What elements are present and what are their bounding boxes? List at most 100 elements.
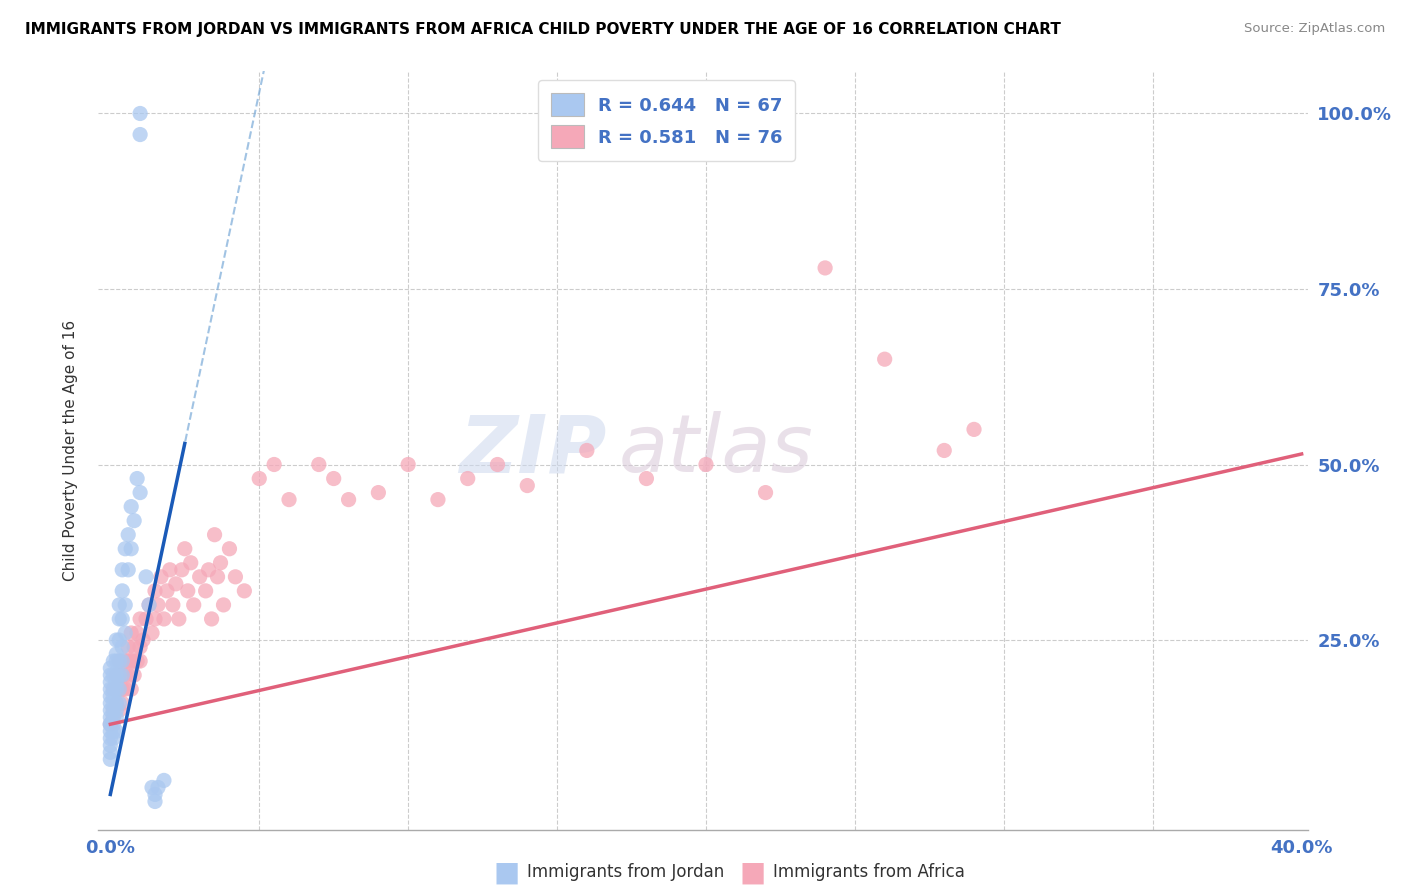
Point (117, 654, 139, 668)
Point (98, 689, 121, 703)
Point (98, 724, 121, 739)
Point (143, 583, 166, 598)
Point (129, 640, 152, 654)
Point (108, 682, 131, 697)
Point (98, 696, 121, 710)
Point (129, 612, 152, 626)
Point (162, 598, 184, 612)
Point (141, 626, 163, 640)
Point (103, 682, 125, 697)
Point (153, 773, 176, 788)
Point (143, 795, 166, 809)
Point (143, 612, 166, 626)
Point (114, 668, 136, 682)
Point (108, 696, 131, 710)
Point (278, 492, 301, 507)
Point (516, 478, 538, 492)
Text: Source: ZipAtlas.com: Source: ZipAtlas.com (1244, 22, 1385, 36)
Point (127, 626, 149, 640)
Point (111, 682, 134, 697)
Point (224, 570, 246, 584)
Point (120, 541, 142, 556)
Point (322, 471, 344, 485)
Point (212, 598, 235, 612)
Point (105, 710, 128, 724)
Point (98, 661, 121, 675)
Point (457, 471, 479, 485)
Point (105, 703, 128, 717)
Point (156, 583, 179, 598)
Text: IMMIGRANTS FROM JORDAN VS IMMIGRANTS FROM AFRICA CHILD POVERTY UNDER THE AGE OF : IMMIGRANTS FROM JORDAN VS IMMIGRANTS FRO… (25, 22, 1062, 37)
Point (111, 668, 134, 682)
Point (122, 514, 145, 528)
Point (127, 471, 149, 485)
Point (117, 527, 139, 541)
Point (98, 717, 121, 731)
Point (108, 668, 131, 682)
Point (98, 745, 121, 759)
Point (114, 626, 136, 640)
Point (98, 717, 121, 731)
Point (183, 598, 205, 612)
Point (135, 612, 157, 626)
Point (98, 682, 121, 697)
Point (108, 682, 131, 697)
Point (204, 527, 226, 541)
Point (120, 500, 142, 514)
Point (98, 668, 121, 682)
Point (105, 675, 128, 690)
Point (105, 682, 128, 697)
Point (103, 731, 125, 746)
Point (111, 563, 134, 577)
Point (111, 640, 134, 654)
Point (111, 583, 134, 598)
Point (103, 710, 125, 724)
Point (209, 556, 232, 570)
Point (111, 654, 134, 668)
Point (146, 598, 169, 612)
Point (695, 458, 717, 472)
Point (98, 675, 121, 690)
Point (111, 668, 134, 682)
Point (153, 612, 176, 626)
Point (103, 710, 125, 724)
Point (170, 563, 193, 577)
Point (103, 696, 125, 710)
Point (233, 583, 256, 598)
Point (105, 668, 128, 682)
Point (103, 717, 125, 731)
Point (103, 703, 125, 717)
Text: Immigrants from Jordan: Immigrants from Jordan (527, 863, 724, 881)
Point (108, 633, 131, 648)
Point (129, 106, 152, 120)
Point (135, 570, 157, 584)
Point (194, 583, 217, 598)
Point (141, 780, 163, 795)
Point (367, 485, 389, 500)
Point (120, 626, 142, 640)
Y-axis label: Child Poverty Under the Age of 16: Child Poverty Under the Age of 16 (63, 320, 77, 581)
Point (138, 598, 160, 612)
Point (934, 443, 956, 458)
Text: ■: ■ (494, 858, 519, 887)
Text: ZIP: ZIP (458, 411, 606, 490)
Point (308, 458, 330, 472)
Point (105, 696, 128, 710)
Point (105, 647, 128, 661)
Point (138, 598, 160, 612)
Point (108, 654, 131, 668)
Point (426, 492, 449, 507)
Point (165, 577, 187, 591)
Point (114, 682, 136, 697)
Point (117, 563, 139, 577)
Point (337, 492, 360, 507)
Point (963, 422, 986, 436)
Point (98, 717, 121, 731)
Point (108, 703, 131, 717)
Point (177, 583, 200, 598)
Point (108, 598, 131, 612)
Text: Immigrants from Africa: Immigrants from Africa (773, 863, 965, 881)
Point (111, 612, 134, 626)
Point (120, 682, 142, 697)
Point (180, 556, 202, 570)
